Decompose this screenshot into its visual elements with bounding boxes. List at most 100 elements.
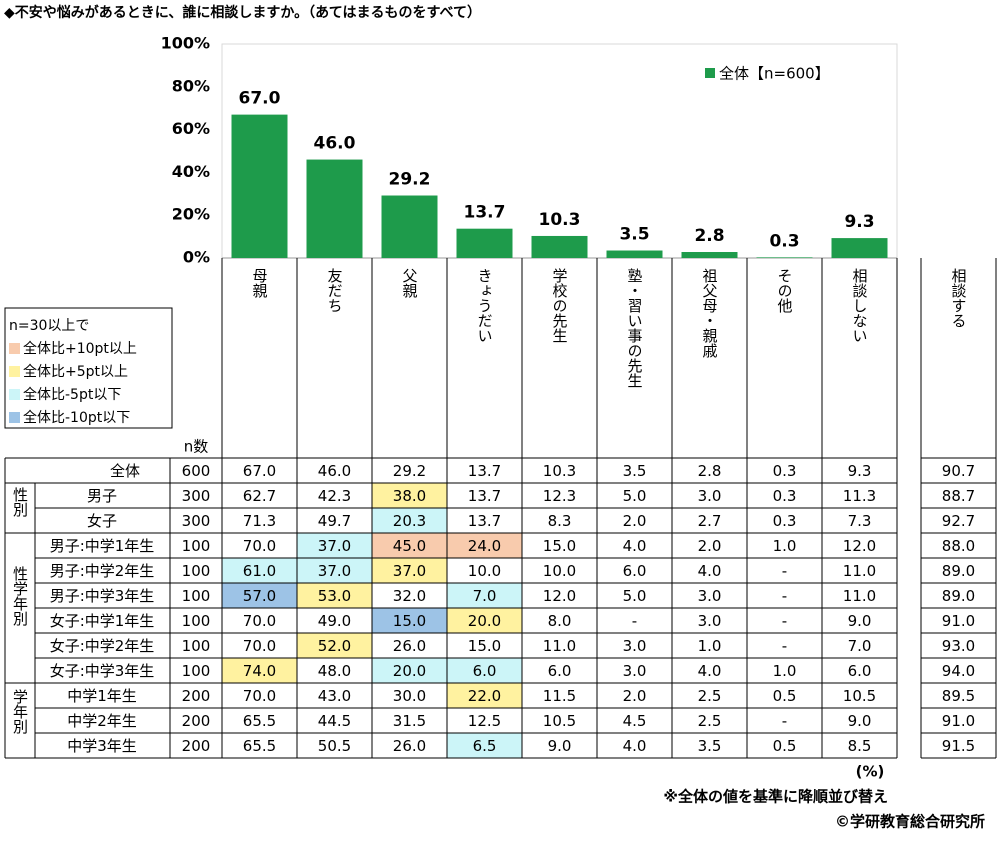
cell-value: - [632,612,637,630]
cell-value: 8.5 [848,737,872,755]
y-tick-label: 0% [183,248,210,267]
group-label: 性別 [11,487,29,518]
cell-value: 9.0 [548,737,572,755]
cell-value: 93.0 [942,637,975,655]
group-label: 学年別 [11,689,29,735]
cell-value: 9.0 [848,612,872,630]
bar [756,257,813,258]
cell-value: 11.0 [543,637,576,655]
cell-highlight [372,508,447,533]
cell-value: 2.0 [623,512,647,530]
cell-value: 49.7 [318,512,351,530]
column-header: きょうだい [476,268,494,343]
cell-highlight [372,483,447,508]
cell-highlight [372,533,447,558]
cell-value: 0.5 [773,737,797,755]
row-label: 女子:中学2年生 [50,637,155,655]
cell-value: 11.0 [843,562,876,580]
cell-value: 7.0 [473,587,497,605]
cell-value: 52.0 [318,637,351,655]
cell-highlight [447,608,522,633]
value-label: 10.3 [539,210,581,230]
cell-value: 45.0 [393,537,426,555]
row-n: 100 [182,537,211,555]
cell-value: 12.5 [468,712,501,730]
cell-value: 12.3 [543,487,576,505]
cell-value: - [782,712,787,730]
cell-value: 11.3 [843,487,876,505]
cell-highlight [447,683,522,708]
group-label: 性学年別 [11,566,29,627]
cell-value: 89.5 [942,687,975,705]
cell-value: 3.5 [623,462,647,480]
cell-value: 15.0 [468,637,501,655]
cell-value: 61.0 [243,562,276,580]
cell-value: 4.0 [623,737,647,755]
cell-value: 65.5 [243,737,276,755]
row-label: 女子:中学1年生 [50,612,155,630]
row-label: 男子:中学1年生 [50,537,155,555]
column-header: 相談しない [851,268,869,343]
cell-value: 32.0 [393,587,426,605]
bar [831,238,888,258]
cell-value: 53.0 [318,587,351,605]
cell-value: 57.0 [243,587,276,605]
cell-highlight [297,633,372,658]
row-n: 600 [182,462,211,480]
cell-value: 2.5 [698,687,722,705]
cell-highlight [222,558,297,583]
cell-value: 31.5 [393,712,426,730]
cell-value: 37.0 [393,562,426,580]
cell-value: 91.5 [942,737,975,755]
cell-value: 3.0 [698,612,722,630]
cell-value: 90.7 [942,462,975,480]
bar [306,159,363,258]
row-label: 中学3年生 [67,737,137,755]
cell-value: 12.0 [843,537,876,555]
value-label: 2.8 [694,226,724,246]
row-n: 100 [182,587,211,605]
value-label: 46.0 [314,134,356,154]
cell-value: 91.0 [942,712,975,730]
column-header: 父親 [401,268,419,299]
cell-highlight [297,533,372,558]
cell-value: 3.0 [698,587,722,605]
row-n: 300 [182,512,211,530]
cell-value: 4.0 [698,662,722,680]
column-header: 塾・習い事の先生 [626,268,644,388]
cell-value: 8.0 [548,612,572,630]
cell-value: 10.0 [543,562,576,580]
cell-value: 65.5 [243,712,276,730]
cell-value: 29.2 [393,462,426,480]
cell-value: 6.0 [548,662,572,680]
cell-highlight [447,733,522,758]
cell-value: 11.5 [543,687,576,705]
cell-value: - [782,612,787,630]
value-label: 0.3 [769,231,799,251]
cell-value: 3.0 [623,662,647,680]
legend-label: 全体【n=600】 [719,65,830,83]
bar [456,228,513,258]
cell-value: 70.0 [243,637,276,655]
cell-value: 5.0 [623,487,647,505]
legend-label: 全体比-10pt以下 [23,409,130,426]
cell-value: 20.3 [393,512,426,530]
row-n: 200 [182,712,211,730]
cell-value: 38.0 [393,487,426,505]
cell-value: 6.0 [473,662,497,680]
legend-title: n=30以上で [9,318,89,334]
column-header: 学校の先生 [551,268,569,343]
cell-value: 42.3 [318,487,351,505]
cell-value: 20.0 [468,612,501,630]
row-n: 100 [182,562,211,580]
cell-value: 89.0 [942,587,975,605]
row-label: 女子 [87,512,117,530]
cell-value: 37.0 [318,562,351,580]
cell-value: 8.3 [548,512,572,530]
legend-swatch [9,389,20,400]
cell-value: 2.0 [623,687,647,705]
cell-value: 4.0 [698,562,722,580]
row-label: 中学1年生 [67,687,137,705]
cell-value: 49.0 [318,612,351,630]
row-n: 100 [182,612,211,630]
